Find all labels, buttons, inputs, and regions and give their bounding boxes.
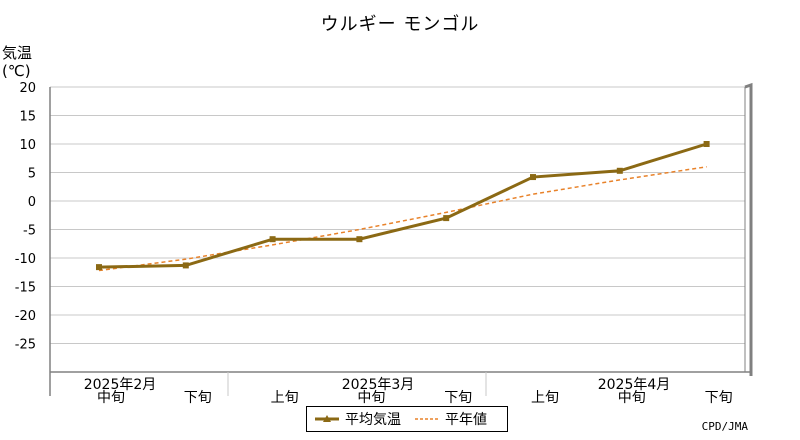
legend-label-avg: 平均気温 (345, 412, 401, 428)
series-line-normal (98, 166, 707, 272)
legend-item-normal: 平年値 (415, 409, 487, 429)
x-decade-label: 中旬 (357, 390, 385, 406)
x-month-label: 2025年2月 (84, 377, 157, 393)
series-point-avg (443, 215, 450, 222)
y-axis-label-name: 気温 (2, 44, 33, 62)
legend-item-avg: 平均気温 (315, 409, 401, 429)
x-decade-label: 下旬 (184, 390, 212, 406)
series-point-avg (182, 262, 189, 269)
plot-frame-shadow (744, 82, 753, 376)
chart-legend: 平均気温 平年値 (306, 406, 508, 432)
legend-normal-swatch (415, 418, 439, 420)
y-tick-label: -25 (15, 338, 36, 353)
y-tick-label: 10 (19, 138, 36, 153)
x-month-label: 2025年4月 (598, 377, 671, 393)
y-tick-label: 15 (19, 110, 36, 125)
y-tick-label: -20 (15, 309, 36, 324)
y-axis-label-unit: (℃) (2, 62, 31, 80)
credit-text: CPD/JMA (701, 420, 748, 433)
x-decade-label: 下旬 (444, 390, 472, 406)
series-line-avg (98, 142, 708, 269)
y-tick-label: -5 (23, 224, 36, 239)
legend-label-normal: 平年値 (445, 412, 487, 428)
chart-title: ウルギー モンゴル (320, 14, 480, 35)
series-point-avg (616, 167, 623, 174)
y-tick-label: -15 (15, 281, 36, 296)
series-point-avg (269, 236, 276, 243)
y-tick-label: 20 (19, 81, 36, 96)
x-decade-label: 下旬 (705, 390, 733, 406)
series-point-avg (356, 236, 363, 243)
series-point-avg (703, 141, 710, 147)
series-point-avg (96, 264, 102, 271)
y-tick-label: -10 (15, 252, 36, 267)
x-decade-label: 中旬 (618, 390, 646, 406)
y-axis-label: 気温 (℃) (2, 44, 42, 80)
legend-avg-swatch (315, 415, 339, 422)
y-tick-label: 0 (28, 195, 36, 210)
x-month-label: 2025年3月 (342, 377, 415, 393)
x-decade-label: 上旬 (271, 390, 299, 406)
x-decade-label: 中旬 (97, 390, 125, 406)
x-decade-label: 上旬 (531, 390, 559, 406)
series-point-avg (530, 174, 536, 181)
y-tick-label: 5 (28, 167, 36, 182)
